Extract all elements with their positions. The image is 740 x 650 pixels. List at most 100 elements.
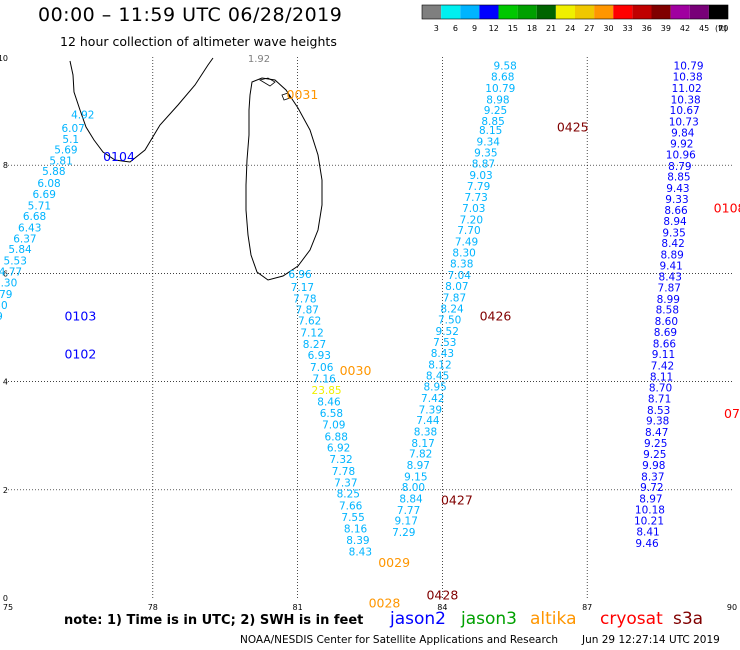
wave-height-point: 8.66 [664,205,688,217]
wave-height-point: 8.53 [647,405,670,417]
wave-height-point: 7.70 [457,225,480,237]
y-tick-label: 6 [3,269,8,278]
colorbar-tick-label: 70 [718,24,728,33]
colorbar-swatch [555,5,575,19]
wave-height-point: 6.68 [23,211,46,223]
wave-height-point: 4.92 [71,109,94,121]
wave-height-point: 9.35 [662,227,685,239]
wave-height-point: 8.46 [317,397,341,409]
wave-height-point: 7.79 [467,181,490,193]
colorbar-swatch [460,5,480,19]
y-tick-label: 0 [3,594,8,603]
colorbar-tick-label: 18 [527,24,537,33]
mission-legend-s3a: s3a [673,609,704,629]
y-tick-label: 8 [3,161,8,170]
wave-height-point: 8.68 [491,72,514,84]
wave-height-point: 8.47 [645,427,668,439]
wave-height-point: 7.42 [651,360,674,372]
wave-height-point: 5.71 [28,200,51,212]
wave-height-point: 7.29 [392,527,415,539]
wave-height-point: 5.1 [62,134,79,146]
x-tick-label: 84 [437,603,447,612]
wave-height-point: 6.30 [0,278,17,290]
wave-height-point: 5.79 [0,289,12,301]
wave-height-point: 8.60 [655,316,678,328]
colorbar-tick-label: 33 [623,24,633,33]
wave-height-point: 7.12 [300,327,323,339]
wave-height-point: 9.33 [665,194,688,206]
colorbar-tick-label: 21 [546,24,556,33]
wave-height-point: 5.81 [49,155,72,167]
wave-height-point: 9.25 [643,449,666,461]
pass-label: 0030 [340,363,372,378]
plot-grid [8,57,732,598]
pass-labels: 0031 0104 0425 0108 0103 0426 0102 0030 07 0427 00… [64,87,740,611]
island-wave-label: 1.92 [248,54,270,65]
y-tick-label: 2 [3,486,8,495]
wave-height-point: 6.37 [13,233,36,245]
wave-height-point: 7.42 [421,393,444,405]
wave-height-points: 4.926.075.15.695.815.886.086.695.716.686… [0,61,704,559]
wave-height-point: 9.38 [646,416,669,428]
wave-height-point: 8.97 [407,460,430,472]
wave-height-point: 7.87 [658,283,681,295]
island-fragment [258,77,276,87]
wave-height-point: 8.43 [659,272,682,284]
wave-height-point: 6.08 [37,178,60,190]
wave-height-point: 7.16 [312,373,336,385]
wave-height-point: 7.17 [291,282,314,294]
wave-height-point: 8.39 [346,535,369,547]
wave-height-point: 5.88 [42,166,65,178]
wave-height-point: 8.71 [648,393,671,405]
wave-height-point: 7.09 [322,419,345,431]
colorbar-tick-label: 3 [434,24,439,33]
wave-height-point: 10.38 [671,94,701,106]
wave-height-point: 5.53 [4,255,27,267]
wave-height-point: 9.52 [436,326,459,338]
wave-height-point: 8.89 [660,250,683,262]
x-tick-label: 87 [582,603,592,612]
wave-height-point: 7.78 [332,466,355,478]
wave-height-point: 9.03 [469,170,492,182]
wave-height-point: 8.16 [344,523,368,535]
wave-height-point: 6.69 [33,189,56,201]
colorbar-tick-label: 45 [699,24,709,33]
wave-height-point: 9.15 [404,471,427,483]
colorbar-swatch [670,5,690,19]
axis-tick-labels: 75 78 81 84 87 90 0 2 4 6 8 10 [0,54,737,612]
wave-height-point: 7.55 [341,512,364,524]
wave-height-point: 9.41 [659,260,682,272]
india-coastline [69,57,214,163]
wave-height-point: 8.11 [650,371,673,383]
wave-height-point: 8.58 [656,305,679,317]
wave-height-point: 6.92 [327,443,350,455]
wave-height-point: 6.96 [288,269,312,281]
wave-height-point: 8.79 [668,161,691,173]
wave-height-point: 8.95 [423,382,446,394]
wave-height-point: 7.44 [416,415,440,427]
wave-height-point: 9.11 [652,349,675,361]
wave-height-point: 8.43 [349,547,372,559]
credit-text: NOAA/NESDIS Center for Satellite Applica… [240,634,558,646]
wave-height-point: 8.15 [479,125,502,137]
wave-height-point: 7.50 [438,314,461,326]
wave-height-point: 7.78 [293,293,316,305]
colorbar-tick-label: 42 [680,24,690,33]
colorbar-swatch [498,5,518,19]
colorbar-swatch [479,5,499,19]
wave-height-point: 8.69 [654,327,677,339]
colorbar-legend: 3 6 9 12 15 18 21 24 27 30 33 36 39 42 45 70(ft) [421,4,728,33]
colorbar-tick-label: 36 [642,24,652,33]
colorbar-swatch [422,5,442,19]
colorbar-tick-label: 27 [584,24,594,33]
wave-height-point: 7.32 [329,454,352,466]
colorbar-swatch [632,5,652,19]
wave-height-point: 8.87 [472,159,495,171]
wave-height-point: 8.85 [481,116,504,128]
x-tick-label: 75 [3,603,13,612]
wave-height-point: 9.34 [477,136,501,148]
wave-height-point: 8.85 [667,172,690,184]
wave-height-point: 7.62 [298,316,321,328]
wave-height-point: 8.38 [450,259,473,271]
coastline-map: 1.92 [69,54,323,281]
